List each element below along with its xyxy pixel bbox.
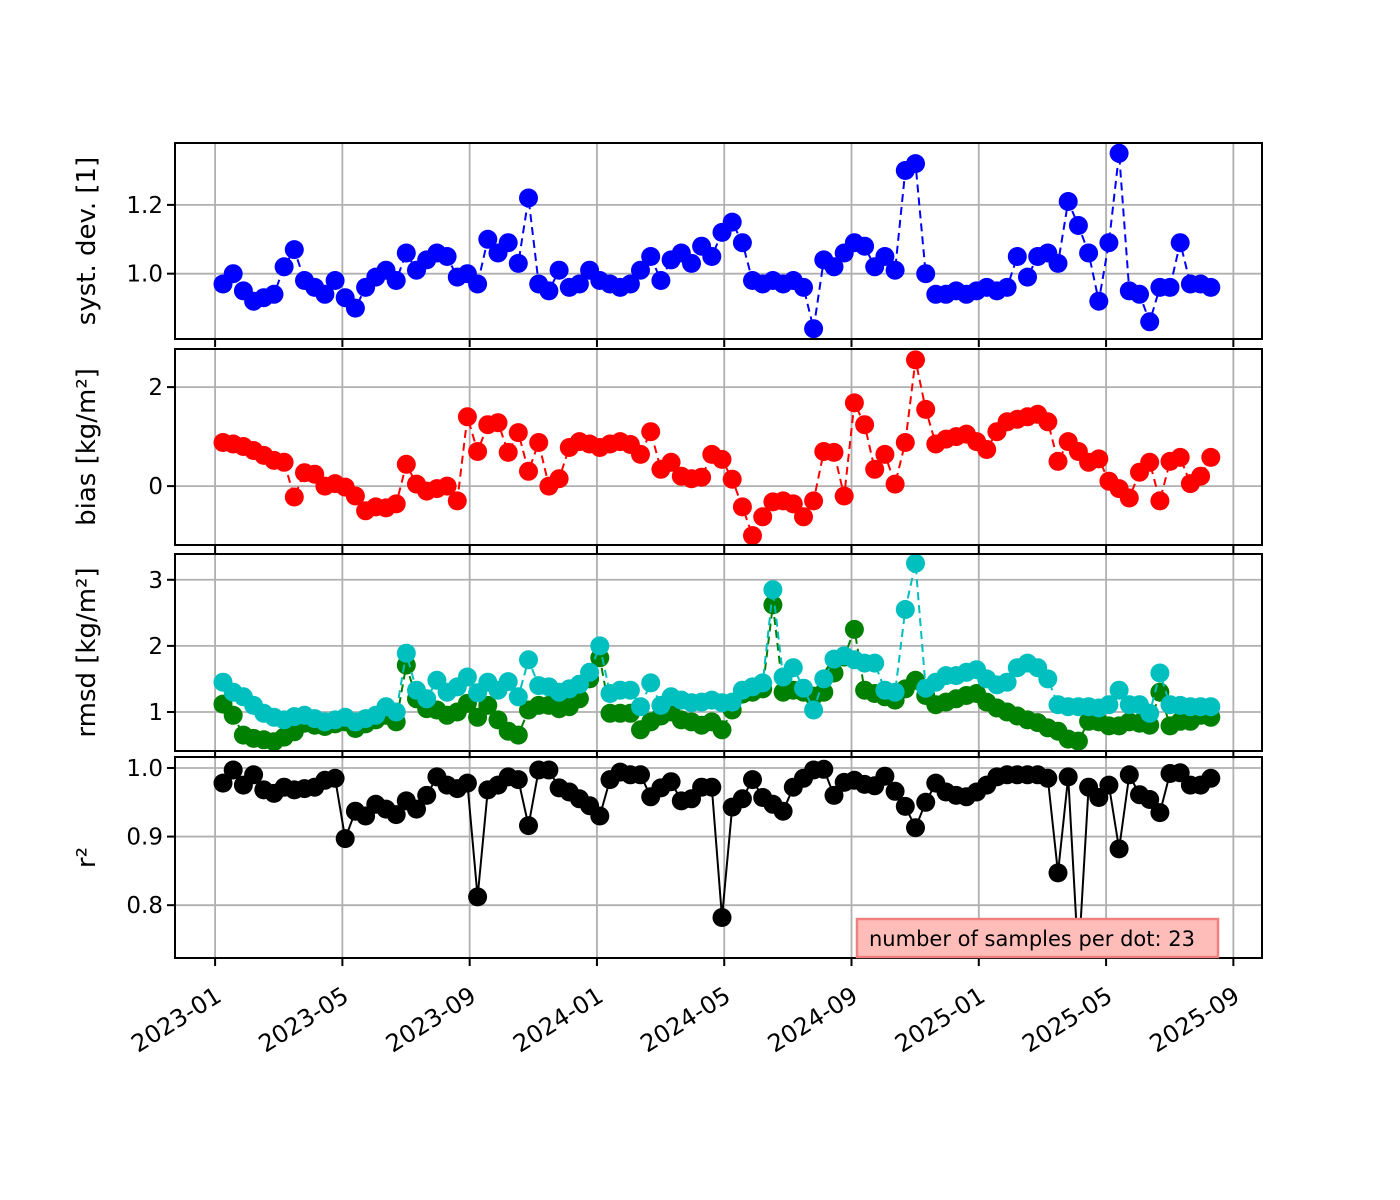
x-tick-label: 2023-05 <box>254 981 354 1058</box>
panel-frame <box>174 142 1263 340</box>
panel-frame <box>174 348 1263 546</box>
y-tick-label: 0.9 <box>126 825 163 851</box>
y-tick-label: 1 <box>148 700 163 726</box>
x-tick-label: 2023-01 <box>126 981 226 1058</box>
y-ticks-bias: 02 <box>148 375 175 500</box>
y-tick-label: 2 <box>148 634 163 660</box>
y-tick-label: 2 <box>148 375 163 401</box>
ylabel-rmsd: rmsd [kg/m²] <box>72 567 102 737</box>
series-r_squared <box>213 759 1221 958</box>
series-rmsd_green <box>213 595 1221 751</box>
y-tick-label: 1.2 <box>126 193 163 219</box>
x-tick-label: 2025-09 <box>1145 981 1245 1058</box>
panel-frame <box>174 553 1263 752</box>
y-ticks-rmsd: 1 2 3 <box>148 568 175 726</box>
x-tick-marks <box>214 545 1235 553</box>
x-tick-marks <box>214 339 1235 347</box>
y-tick-label: 1.0 <box>126 262 163 288</box>
x-tick-label: 2024-01 <box>508 981 608 1058</box>
x-tick-marks <box>214 958 1235 966</box>
grid-bias <box>175 349 1262 545</box>
annotation-text: number of samples per dot: 23 <box>869 927 1195 951</box>
x-tick-label: 2023-09 <box>381 981 481 1058</box>
panel-r2: 0.8 0.9 1.0 r² <box>72 756 1263 966</box>
ylabel-bias: bias [kg/m²] <box>72 368 102 526</box>
series-bias <box>213 350 1221 545</box>
x-tick-label: 2025-05 <box>1017 981 1117 1058</box>
ylabel-r2: r² <box>72 847 102 868</box>
x-tick-labels: 2023-01 2023-05 2023-09 2024-01 2024-05 2024-… <box>126 981 1244 1058</box>
panel-syst-dev: 1.0 1.2 syst. dev. [1] <box>72 142 1263 347</box>
y-tick-label: 0 <box>148 474 163 500</box>
y-ticks-r2: 0.8 0.9 1.0 <box>126 756 175 919</box>
series-rmsd_cyan <box>213 554 1221 732</box>
x-tick-label: 2025-01 <box>890 981 990 1058</box>
y-tick-label: 3 <box>148 568 163 594</box>
x-tick-label: 2024-09 <box>763 981 863 1058</box>
panel-rmsd: 1 2 3 rmsd [kg/m²] <box>72 553 1263 759</box>
sample-count-annotation: number of samples per dot: 23 <box>855 917 1220 959</box>
y-ticks-syst-dev: 1.0 1.2 <box>126 193 175 288</box>
y-tick-label: 0.8 <box>126 893 163 919</box>
ylabel-syst-dev: syst. dev. [1] <box>72 157 102 325</box>
panel-frame <box>174 756 1263 959</box>
x-tick-label: 2024-05 <box>636 981 736 1058</box>
y-tick-label: 1.0 <box>126 756 163 782</box>
series-syst_dev <box>213 143 1221 339</box>
